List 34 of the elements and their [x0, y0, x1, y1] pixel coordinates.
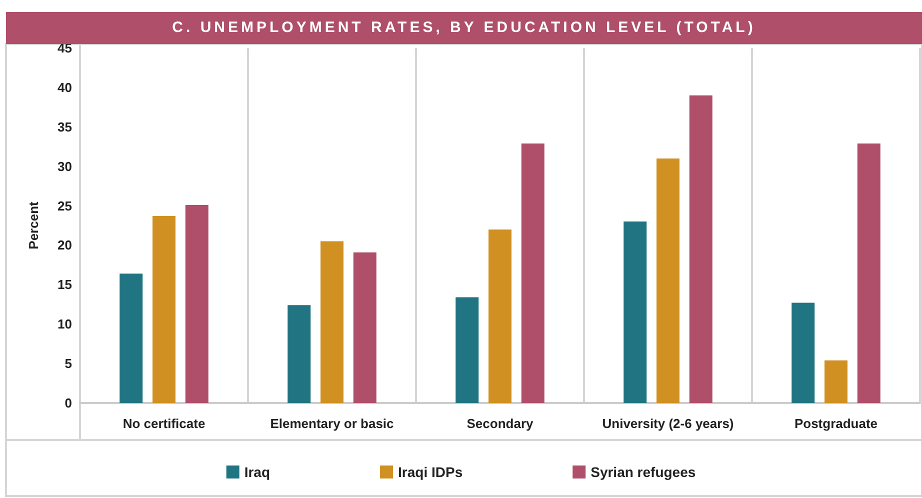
y-tick-label: 40 [58, 80, 72, 95]
chart-title: C. UNEMPLOYMENT RATES, BY EDUCATION LEVEL (TOTAL) [172, 19, 756, 36]
x-tick-label: No certificate [122, 416, 206, 431]
y-tick-label: 25 [58, 198, 72, 214]
y-tick-label: 0 [64, 396, 72, 410]
bar [624, 222, 647, 403]
legend-label: Iraq [244, 464, 270, 480]
bar [488, 229, 512, 403]
y-tick-label: 35 [58, 119, 72, 134]
x-tick-label: Elementary or basic [270, 416, 394, 431]
bar [456, 297, 479, 403]
y-tick-label: 15 [58, 277, 72, 292]
x-tick-label: Postgraduate [794, 416, 878, 431]
bar [824, 360, 848, 403]
legend-label: Iraqi IDPs [398, 464, 463, 480]
bar [656, 158, 680, 403]
bar [288, 305, 311, 403]
bar [857, 143, 880, 403]
y-tick-label: 10 [58, 316, 72, 332]
bar [120, 274, 143, 403]
bar [792, 302, 815, 403]
bar [185, 204, 208, 403]
x-tick-label: University (2-6 years) [602, 416, 734, 431]
y-tick-label: 30 [58, 158, 72, 174]
bar [689, 95, 712, 403]
bar [152, 216, 176, 403]
y-tick-label: 5 [64, 356, 72, 372]
bar [353, 252, 376, 403]
x-tick-label: Secondary [466, 416, 534, 431]
bar [521, 143, 544, 403]
legend-label: Syrian refugees [590, 464, 696, 480]
y-tick-label: 20 [58, 238, 72, 253]
y-axis-title: Percent [26, 200, 41, 250]
bar [320, 241, 344, 403]
